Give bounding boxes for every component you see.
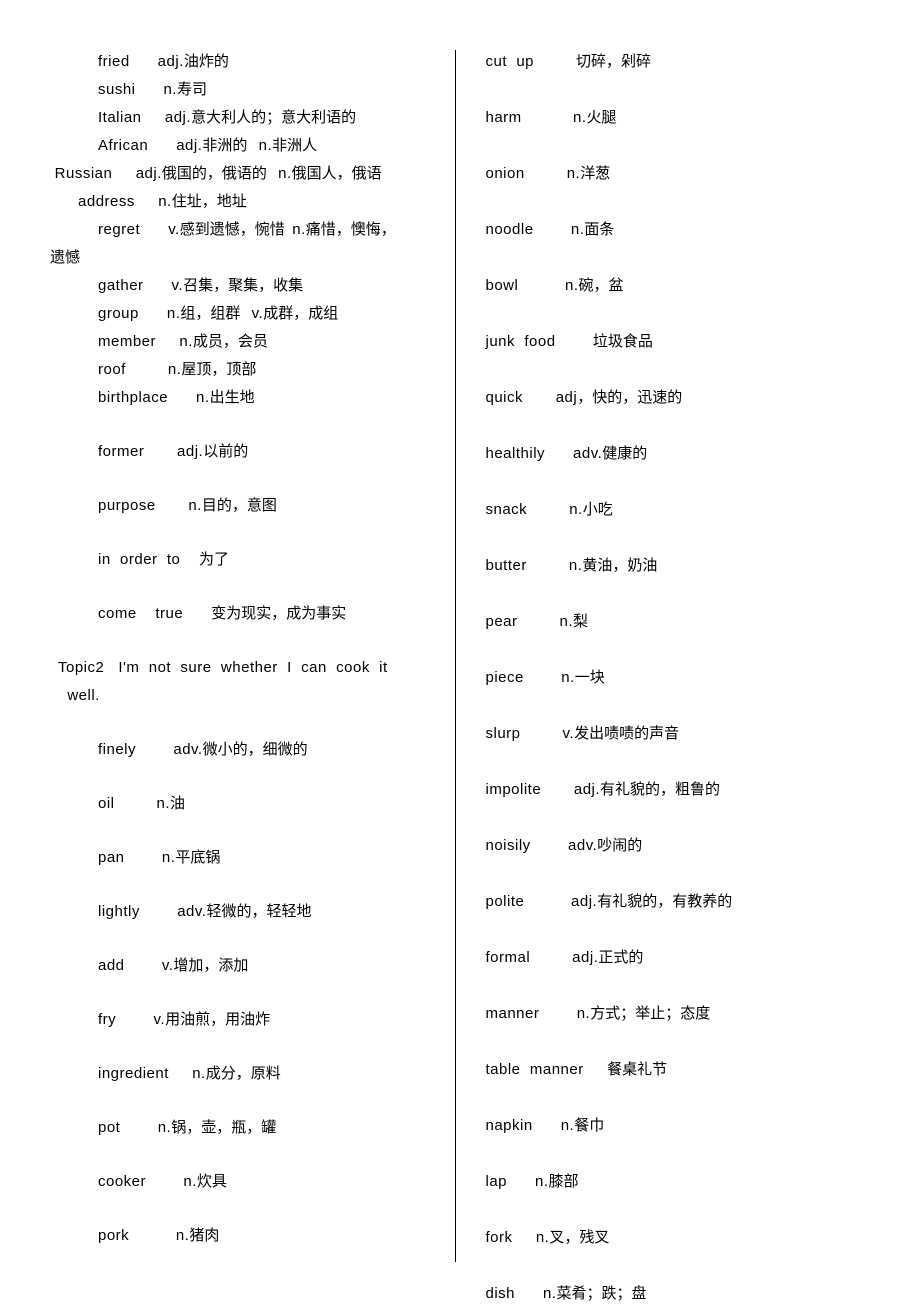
vocab-entry: cut up 切碎，剁碎 bbox=[486, 50, 871, 74]
vocab-entry: Italian adj.意大利人的；意大利语的 bbox=[50, 106, 435, 130]
vocab-entry: lap n.膝部 bbox=[486, 1170, 871, 1194]
vocab-entry: napkin n.餐巾 bbox=[486, 1114, 871, 1138]
vocab-entry: address n.住址，地址 bbox=[50, 190, 435, 214]
vocab-entry: impolite adj.有礼貌的，粗鲁的 bbox=[486, 778, 871, 802]
vocab-entry: fried adj.油炸的 bbox=[50, 50, 435, 74]
vocab-entry: bowl n.碗，盆 bbox=[486, 274, 871, 298]
vocab-entry: pear n.梨 bbox=[486, 610, 871, 634]
vocab-entry: oil n.油 bbox=[50, 792, 435, 816]
vocab-entry: formal adj.正式的 bbox=[486, 946, 871, 970]
vocab-entry: quick adj，快的，迅速的 bbox=[486, 386, 871, 410]
vocab-entry: ingredient n.成分，原料 bbox=[50, 1062, 435, 1086]
vocab-entry: finely adv.微小的，细微的 bbox=[50, 738, 435, 762]
right-column: cut up 切碎，剁碎 harm n.火腿 onion n.洋葱 noodle n.… bbox=[456, 50, 871, 1262]
vocab-entry: junk food 垃圾食品 bbox=[486, 330, 871, 354]
vocab-entry: purpose n.目的，意图 bbox=[50, 494, 435, 518]
vocab-entry: come true 变为现实，成为事实 bbox=[50, 602, 435, 626]
vocab-entry: African adj.非洲的 n.非洲人 bbox=[50, 134, 435, 158]
two-column-layout: fried adj.油炸的 sushi n.寿司 Italian adj.意大利人的… bbox=[50, 50, 870, 1262]
vocab-entry: table manner 餐桌礼节 bbox=[486, 1058, 871, 1082]
vocab-entry: noisily adv.吵闹的 bbox=[486, 834, 871, 858]
vocab-entry: group n.组，组群 v.成群，成组 bbox=[50, 302, 435, 326]
vocab-entry: former adj.以前的 bbox=[50, 440, 435, 464]
vocab-entry: birthplace n.出生地 bbox=[50, 386, 435, 410]
vocab-entry: sushi n.寿司 bbox=[50, 78, 435, 102]
vocab-entry: pan n.平底锅 bbox=[50, 846, 435, 870]
vocab-entry: add v.增加，添加 bbox=[50, 954, 435, 978]
vocab-entry: pork n.猪肉 bbox=[50, 1224, 435, 1248]
vocab-entry: noodle n.面条 bbox=[486, 218, 871, 242]
vocab-entry: Topic2 I'm not sure whether I can cook i… bbox=[50, 656, 435, 680]
vocab-entry: piece n.一块 bbox=[486, 666, 871, 690]
vocab-entry: regret v.感到遗憾，惋惜 n.痛惜，懊悔， bbox=[50, 218, 435, 242]
vocab-entry: polite adj.有礼貌的，有教养的 bbox=[486, 890, 871, 914]
vocab-entry: 遗憾 bbox=[50, 246, 435, 270]
vocab-entry: healthily adv.健康的 bbox=[486, 442, 871, 466]
vocab-entry: harm n.火腿 bbox=[486, 106, 871, 130]
vocab-entry: onion n.洋葱 bbox=[486, 162, 871, 186]
vocab-entry: roof n.屋顶，顶部 bbox=[50, 358, 435, 382]
vocab-entry: member n.成员，会员 bbox=[50, 330, 435, 354]
vocab-entry: pot n.锅，壶，瓶，罐 bbox=[50, 1116, 435, 1140]
vocab-entry: in order to 为了 bbox=[50, 548, 435, 572]
vocab-entry: slurp v.发出啧啧的声音 bbox=[486, 722, 871, 746]
vocab-entry: fry v.用油煎，用油炸 bbox=[50, 1008, 435, 1032]
vocab-entry: snack n.小吃 bbox=[486, 498, 871, 522]
vocab-entry: Russian adj.俄国的，俄语的 n.俄国人，俄语 bbox=[50, 162, 435, 186]
vocab-entry: lightly adv.轻微的，轻轻地 bbox=[50, 900, 435, 924]
vocab-entry: cooker n.炊具 bbox=[50, 1170, 435, 1194]
vocab-entry: fork n.叉，残叉 bbox=[486, 1226, 871, 1250]
vocab-entry: manner n.方式；举止；态度 bbox=[486, 1002, 871, 1026]
vocab-entry: gather v.召集，聚集，收集 bbox=[50, 274, 435, 298]
vocab-entry: well. bbox=[50, 684, 435, 708]
left-column: fried adj.油炸的 sushi n.寿司 Italian adj.意大利人的… bbox=[50, 50, 455, 1262]
vocab-entry: dish n.菜肴；跌；盘 bbox=[486, 1282, 871, 1306]
vocab-entry: butter n.黄油，奶油 bbox=[486, 554, 871, 578]
